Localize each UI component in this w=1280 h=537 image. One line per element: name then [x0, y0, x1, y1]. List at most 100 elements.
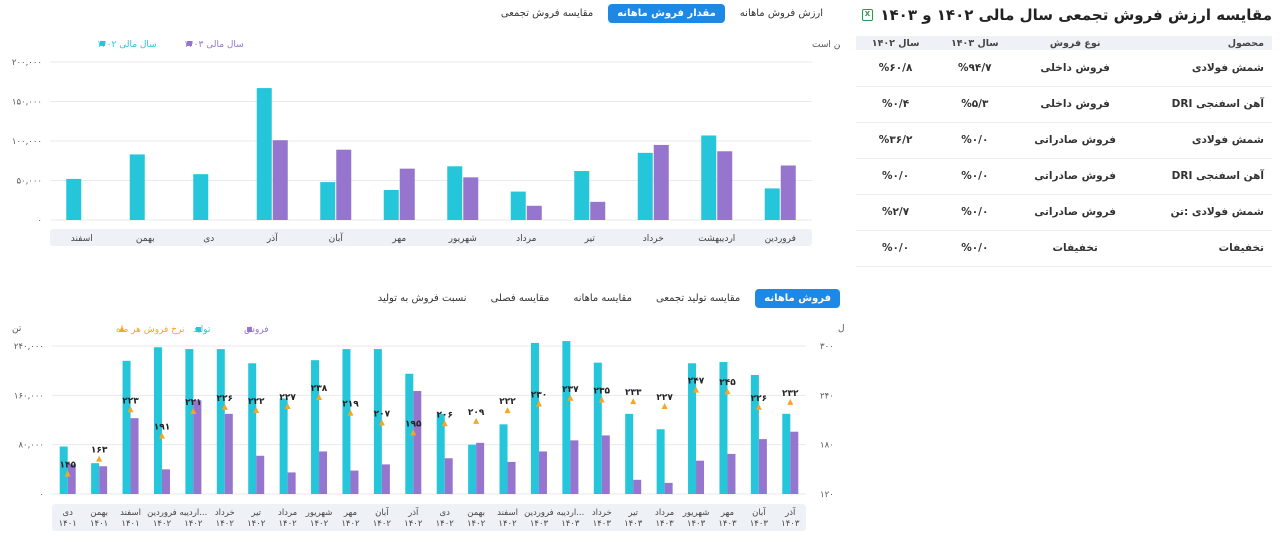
table-row: شمش فولادی فروش صادراتی %۰/۰ %۳۶/۲: [856, 122, 1272, 159]
bar-sales: [758, 439, 767, 494]
bar-sales: [790, 431, 799, 494]
rate-marker: [535, 400, 542, 407]
rate-marker: [441, 420, 448, 427]
bar: [272, 140, 288, 220]
rate-data-label: ۲۲۷: [656, 393, 673, 403]
x-tick-label: بهمن ۱۴۰۲: [467, 508, 486, 529]
bar-production: [593, 362, 602, 494]
rate-data-label: ۲۲۶: [751, 394, 767, 404]
tab-item[interactable]: مقایسه فصلی: [490, 293, 550, 304]
table-cell: تخفیفات: [1014, 230, 1136, 267]
bar-production: [216, 349, 225, 494]
bar: [717, 151, 733, 220]
rate-marker: [378, 419, 385, 426]
rate-data-label: ۲۰۷: [374, 409, 391, 419]
rate-data-label: ۱۹۵: [405, 419, 422, 429]
table-header-cell: سال ۱۴۰۲: [856, 36, 936, 50]
table-cell: %۰/۰: [856, 230, 936, 267]
x-tick-label: مهر: [391, 234, 406, 244]
bar: [574, 171, 590, 220]
y-axis-right-title: میلیون ریال: [838, 324, 845, 334]
x-tick-label: تیر ۱۴۰۲: [247, 508, 266, 529]
x-tick-label: آبان ۱۴۰۳: [750, 506, 769, 529]
bar-sales: [538, 451, 547, 494]
x-tick-label: مرداد ۱۴۰۲: [278, 508, 297, 529]
bar-sales: [67, 464, 76, 494]
bar-sales: [99, 466, 108, 494]
rate-marker: [190, 407, 197, 414]
rate-marker: [755, 403, 762, 410]
rate-data-label: ۱۹۱: [154, 423, 170, 433]
bar-production: [59, 446, 68, 494]
bar-production: [279, 398, 288, 494]
table-cell: فروش صادراتی: [1014, 122, 1136, 159]
chart-note: اعداد بر اساس تن است: [812, 40, 840, 50]
bar-sales: [381, 464, 390, 494]
legend-label: سال مالی ۱۴۰۳: [184, 40, 244, 50]
y-tick-label-right: ۱۸۰: [820, 441, 834, 451]
rate-data-label: ۲۲۷: [279, 393, 296, 403]
x-tick-label: آبان: [329, 232, 344, 244]
bar: [66, 178, 82, 220]
bar-production: [688, 363, 697, 494]
rate-data-label: ۲۰۶: [436, 410, 452, 420]
rate-marker: [787, 398, 794, 405]
rate-data-label: ۲۴۷: [688, 377, 705, 387]
bar-production: [248, 363, 257, 494]
x-tick-label: مهر ۱۴۰۲: [341, 508, 360, 529]
bar-production: [625, 413, 634, 494]
tab-item[interactable]: نسبت فروش به تولید: [377, 293, 467, 304]
tab-item[interactable]: مقدار فروش ماهانه: [608, 4, 725, 23]
rate-marker: [661, 403, 668, 410]
bar-production: [468, 444, 477, 494]
legend-swatch: [119, 326, 125, 332]
bar-sales: [696, 460, 705, 494]
bar: [447, 166, 463, 220]
y-tick-label-left: ۸۰,۰۰۰: [18, 441, 44, 451]
x-tick-label: فروردین: [765, 234, 796, 244]
table-cell: شمش فولادی: [1135, 122, 1272, 159]
rate-marker: [221, 403, 228, 410]
y-tick-label-left: ۱۶۰,۰۰۰: [14, 391, 44, 401]
x-tick-label: مرداد ۱۴۰۳: [655, 508, 674, 529]
x-tick-label: آذر ۱۴۰۳: [781, 506, 800, 529]
rate-marker: [253, 407, 260, 414]
bar-sales: [130, 418, 139, 494]
excel-export-icon[interactable]: X: [862, 9, 873, 21]
bar-sales: [664, 482, 673, 494]
rate-marker: [64, 470, 71, 477]
rate-marker: [693, 386, 700, 393]
x-tick-label: فروردین ۱۴۰۳: [524, 508, 554, 529]
x-tick-label: دی ۱۴۰۱: [59, 508, 77, 529]
rate-data-label: ۱۶۳: [91, 446, 108, 456]
rate-data-label: ۲۲۲: [499, 397, 516, 407]
rate-marker: [598, 396, 605, 403]
bar: [637, 152, 653, 220]
tab-item[interactable]: فروش ماهانه: [755, 289, 840, 308]
bar-production: [342, 349, 351, 494]
tab-item[interactable]: مقایسه تولید تجمعی: [655, 293, 741, 304]
table-cell: %۲/۷: [856, 194, 936, 231]
bar-production: [782, 413, 791, 494]
bar: [510, 191, 526, 220]
bar-production: [530, 342, 539, 494]
tab-item[interactable]: مقایسه فروش تجمعی: [500, 8, 594, 19]
bar-sales: [570, 440, 579, 494]
tab-item[interactable]: مقایسه ماهانه: [573, 293, 632, 304]
rate-marker: [724, 388, 731, 395]
table-row: آهن اسفنجی DRI فروش صادراتی %۰/۰ %۰/۰: [856, 158, 1272, 195]
x-tick-label: بهمن: [136, 234, 155, 244]
bar-production: [656, 429, 665, 494]
rate-marker: [630, 398, 637, 405]
table-header-cell: نوع فروش: [1014, 36, 1136, 50]
table-header-cell: محصول: [1135, 36, 1272, 50]
tab-item[interactable]: ارزش فروش ماهانه: [739, 8, 823, 19]
table-cell: تخفیفات: [1135, 230, 1272, 267]
table-cell: %۶۰/۸: [856, 50, 936, 87]
table-header-cell: سال ۱۴۰۳: [935, 36, 1015, 50]
legend-label: نرخ فروش هر ماه: [116, 325, 184, 335]
y-tick-label-right: ۲۴۰: [820, 391, 834, 401]
table-cell: شمش فولادی :تن: [1135, 194, 1272, 231]
table-row: تخفیفات تخفیفات %۰/۰ %۰/۰: [856, 230, 1272, 267]
rate-data-label: ۲۴۵: [719, 378, 736, 388]
